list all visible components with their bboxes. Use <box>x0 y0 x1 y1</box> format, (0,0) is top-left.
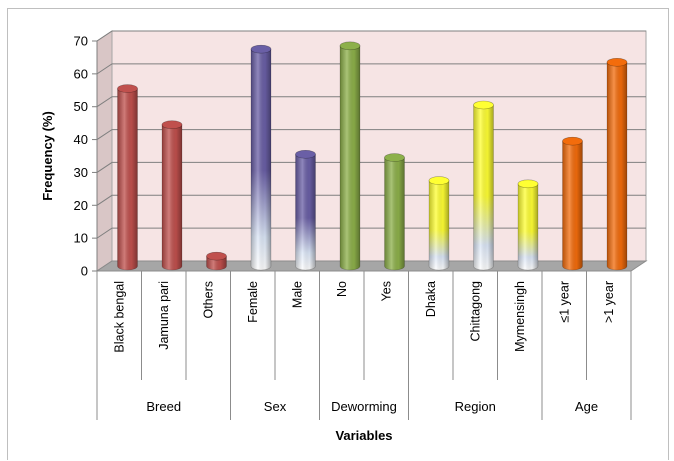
category-label: No <box>335 281 349 297</box>
bar-shading <box>607 62 627 271</box>
bar-shading <box>429 180 449 270</box>
x-axis-title: Variables <box>335 428 392 443</box>
bar-top <box>250 44 272 54</box>
category-label: Yes <box>379 281 393 301</box>
bar-No <box>339 41 361 271</box>
y-tick-label: 40 <box>74 132 88 147</box>
category-label: Chittagong <box>468 281 482 342</box>
gridline <box>96 227 646 239</box>
y-tick-label: 70 <box>74 34 88 49</box>
bar-top <box>384 153 405 162</box>
category-label: Black bengal <box>112 281 126 353</box>
bar-shading <box>340 45 360 270</box>
bar-shading <box>117 88 138 270</box>
bar-shading <box>162 124 182 270</box>
bar-≤1 year <box>562 136 583 271</box>
bar-top <box>161 120 183 130</box>
gridline <box>96 194 646 206</box>
bar-shading <box>384 157 405 270</box>
bar-Black bengal <box>117 84 138 271</box>
bar-top <box>295 149 316 159</box>
chart-frame <box>7 8 669 460</box>
group-label: Sex <box>264 399 287 414</box>
group-label: Deworming <box>331 399 397 414</box>
bar-top <box>517 179 539 189</box>
bar-top <box>117 84 138 93</box>
gridline <box>96 63 646 75</box>
gridline <box>96 96 646 108</box>
bar-Chittagong <box>473 100 494 271</box>
bar-Dhaka <box>428 176 450 271</box>
category-label: Dhaka <box>424 281 438 317</box>
bar-shading <box>518 183 538 270</box>
bar-Male <box>295 149 316 271</box>
y-tick-label: 30 <box>74 165 88 180</box>
group-label: Breed <box>146 399 181 414</box>
bar-top <box>428 176 450 185</box>
category-label: ≤1 year <box>557 281 571 323</box>
gridline <box>96 30 646 42</box>
bar-Female <box>250 44 272 271</box>
bar-shading <box>562 141 583 270</box>
y-tick-label: 20 <box>74 198 88 213</box>
y-tick-label: 60 <box>74 66 88 81</box>
bar-top <box>339 41 361 51</box>
group-label: Region <box>455 399 496 414</box>
bar-shading <box>295 154 316 270</box>
y-tick-label: 10 <box>74 231 88 246</box>
gridline <box>96 161 646 173</box>
bars <box>117 41 628 271</box>
y-axis-title: Frequency (%) <box>40 111 55 201</box>
bar-shading <box>251 49 271 271</box>
bar-Yes <box>384 153 405 271</box>
bar-top <box>206 251 227 261</box>
back-wall <box>111 30 647 262</box>
category-label: Female <box>246 281 260 323</box>
category-label: >1 year <box>602 281 616 323</box>
bar-top <box>473 100 494 110</box>
category-label: Jamuna pari <box>157 281 171 350</box>
category-label: Mymensingh <box>513 281 527 352</box>
group-label: Age <box>575 399 598 414</box>
plot-walls <box>95 30 648 272</box>
category-label: Others <box>201 281 215 319</box>
category-label: Male <box>290 281 304 308</box>
bar-top <box>562 136 583 146</box>
y-tick-label: 0 <box>81 264 88 279</box>
side-wall <box>96 30 113 272</box>
category-table <box>96 271 632 420</box>
bar->1 year <box>606 57 628 271</box>
bar-top <box>606 57 628 67</box>
y-tick-label: 50 <box>74 99 88 114</box>
bar-Others <box>206 251 227 271</box>
bar-Jamuna pari <box>161 120 183 271</box>
bar-shading <box>473 105 494 270</box>
gridline <box>96 129 646 140</box>
bar-shading <box>206 256 227 270</box>
bar-Mymensingh <box>517 179 539 271</box>
